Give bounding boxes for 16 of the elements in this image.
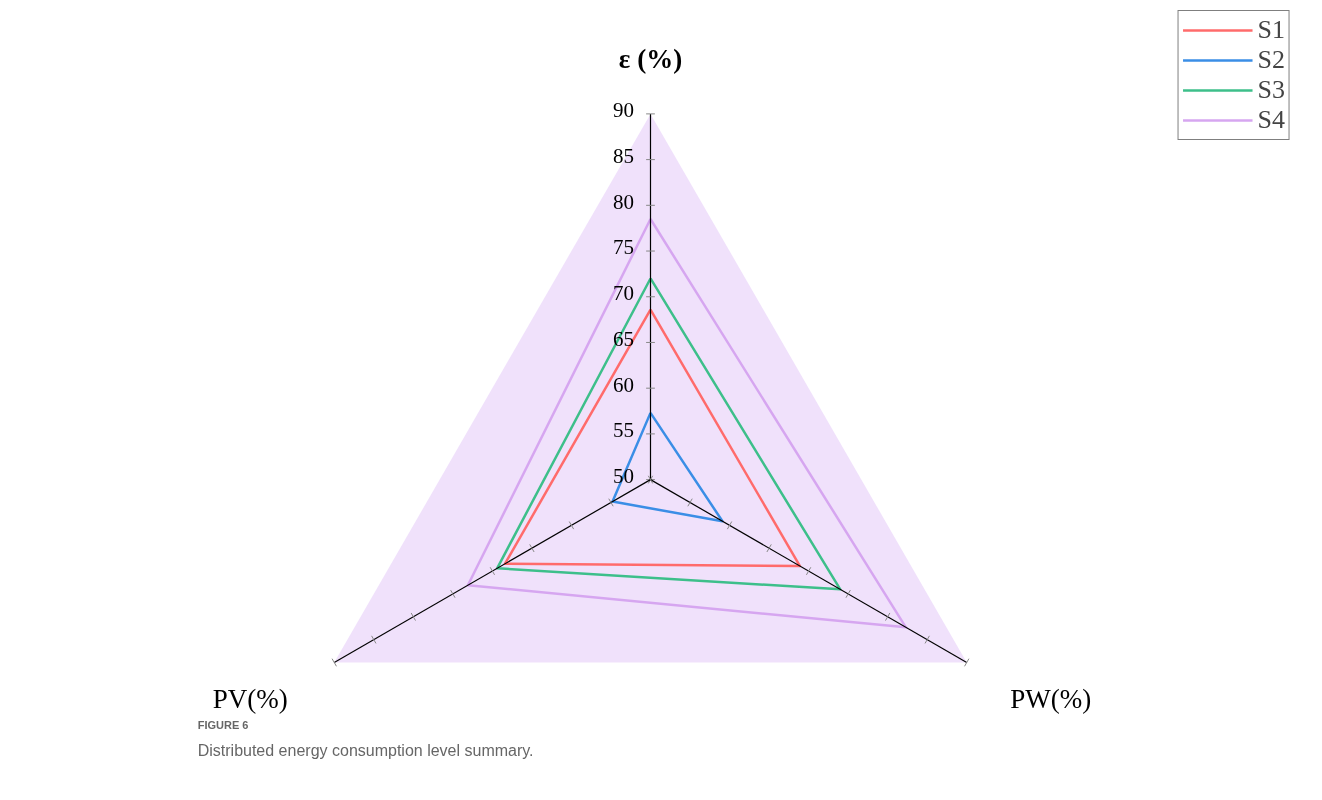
y-tick-label: 55 <box>613 418 635 443</box>
spoke-label: ε (%) <box>618 44 683 75</box>
y-tick-label: 60 <box>613 372 635 397</box>
y-tick-label: 75 <box>613 235 635 260</box>
legend-label: S4 <box>1257 105 1285 135</box>
text: Distributed energy consumption level summary. <box>197 741 534 759</box>
spoke-label: PW(%) <box>1010 684 1092 715</box>
y-tick-label: 90 <box>613 98 635 123</box>
caption: FIGURE 6 <box>197 718 249 731</box>
spoke-label: PV(%) <box>212 684 288 715</box>
legend-label: S3 <box>1257 75 1285 105</box>
legend-label: S1 <box>1257 15 1285 45</box>
y-tick-label: 80 <box>613 189 635 214</box>
y-tick-label: 85 <box>613 143 635 168</box>
y-tick-label: 70 <box>613 281 635 306</box>
legend-label: S2 <box>1257 45 1285 75</box>
